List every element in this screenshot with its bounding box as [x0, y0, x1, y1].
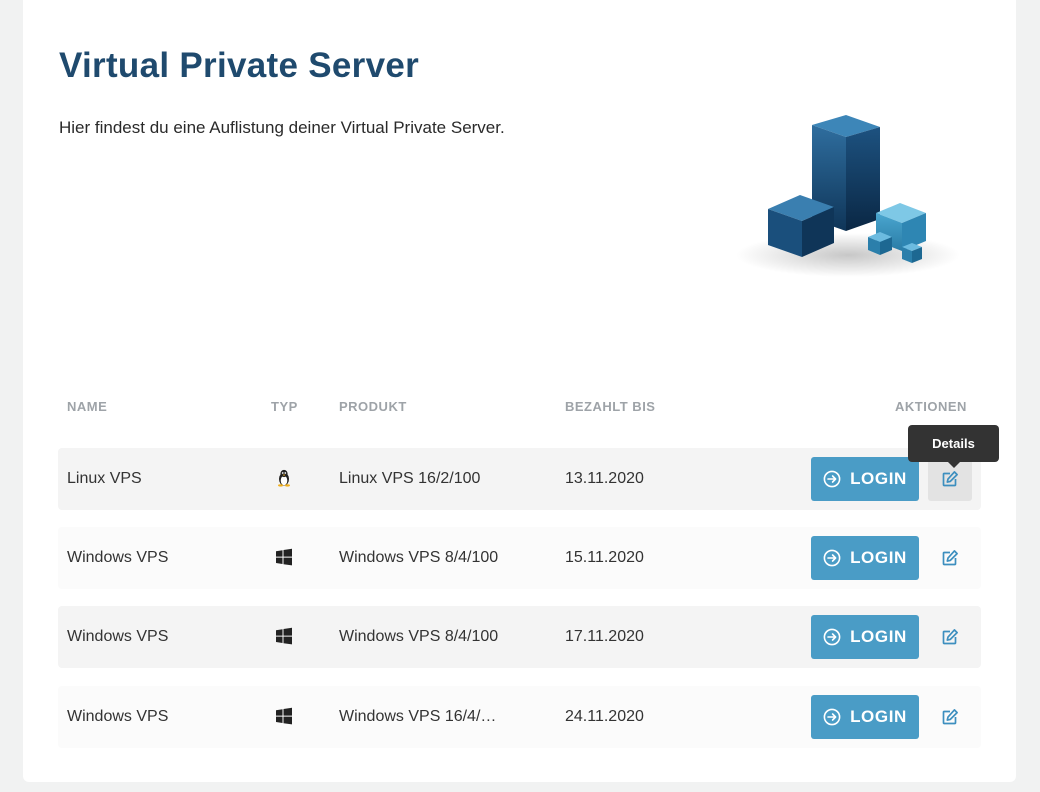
vps-cubes-illustration — [736, 115, 960, 277]
edit-icon — [942, 629, 958, 645]
windows-icon — [276, 548, 292, 566]
product-name: Windows VPS 8/4/100 — [339, 549, 499, 566]
paid-until: 15.11.2020 — [565, 549, 644, 566]
server-name: Windows VPS — [67, 549, 169, 566]
column-header-typ[interactable]: TYP — [271, 399, 298, 414]
login-button[interactable]: LOGIN — [811, 536, 919, 580]
product-name: Windows VPS 16/4/… — [339, 708, 497, 725]
details-button[interactable] — [928, 695, 972, 739]
table-row: Windows VPS Windows VPS 8/4/100 15.11.20… — [58, 527, 981, 589]
windows-icon — [276, 627, 292, 645]
paid-until: 24.11.2020 — [565, 708, 644, 725]
server-name: Windows VPS — [67, 628, 169, 645]
arrow-circle-right-icon — [823, 708, 841, 726]
column-header-bezahlt-bis[interactable]: BEZAHLT BIS — [565, 399, 656, 414]
details-button[interactable] — [928, 615, 972, 659]
server-name: Windows VPS — [67, 708, 169, 725]
arrow-circle-right-icon — [823, 628, 841, 646]
edit-icon — [942, 550, 958, 566]
page-intro: Hier findest du eine Auflistung deiner V… — [59, 118, 505, 137]
login-label: LOGIN — [850, 469, 907, 488]
edit-icon — [942, 471, 958, 487]
edit-icon — [942, 709, 958, 725]
product-name: Windows VPS 8/4/100 — [339, 628, 499, 645]
login-button[interactable]: LOGIN — [811, 695, 919, 739]
page-title: Virtual Private Server — [59, 46, 420, 85]
windows-icon — [276, 707, 292, 725]
paid-until: 17.11.2020 — [565, 628, 644, 645]
table-row: Windows VPS Windows VPS 16/4/… 24.11.202… — [58, 686, 981, 748]
details-tooltip: Details — [908, 425, 999, 468]
table-row: Linux VPS Linux VPS 16/2/100 13.11.2020 … — [58, 448, 981, 510]
details-button[interactable] — [928, 536, 972, 580]
server-name: Linux VPS — [67, 470, 142, 487]
arrow-circle-right-icon — [823, 549, 841, 567]
login-label: LOGIN — [850, 548, 907, 567]
column-header-produkt[interactable]: PRODUKT — [339, 399, 407, 414]
product-name: Linux VPS 16/2/100 — [339, 470, 481, 487]
login-button[interactable]: LOGIN — [811, 615, 919, 659]
paid-until: 13.11.2020 — [565, 470, 644, 487]
arrow-circle-right-icon — [823, 470, 841, 488]
column-header-name[interactable]: NAME — [67, 399, 108, 414]
column-header-aktionen: AKTIONEN — [895, 399, 967, 414]
login-label: LOGIN — [850, 627, 907, 646]
login-button[interactable]: LOGIN — [811, 457, 919, 501]
table-row: Windows VPS Windows VPS 8/4/100 17.11.20… — [58, 606, 981, 668]
login-label: LOGIN — [850, 707, 907, 726]
linux-icon — [278, 469, 290, 487]
